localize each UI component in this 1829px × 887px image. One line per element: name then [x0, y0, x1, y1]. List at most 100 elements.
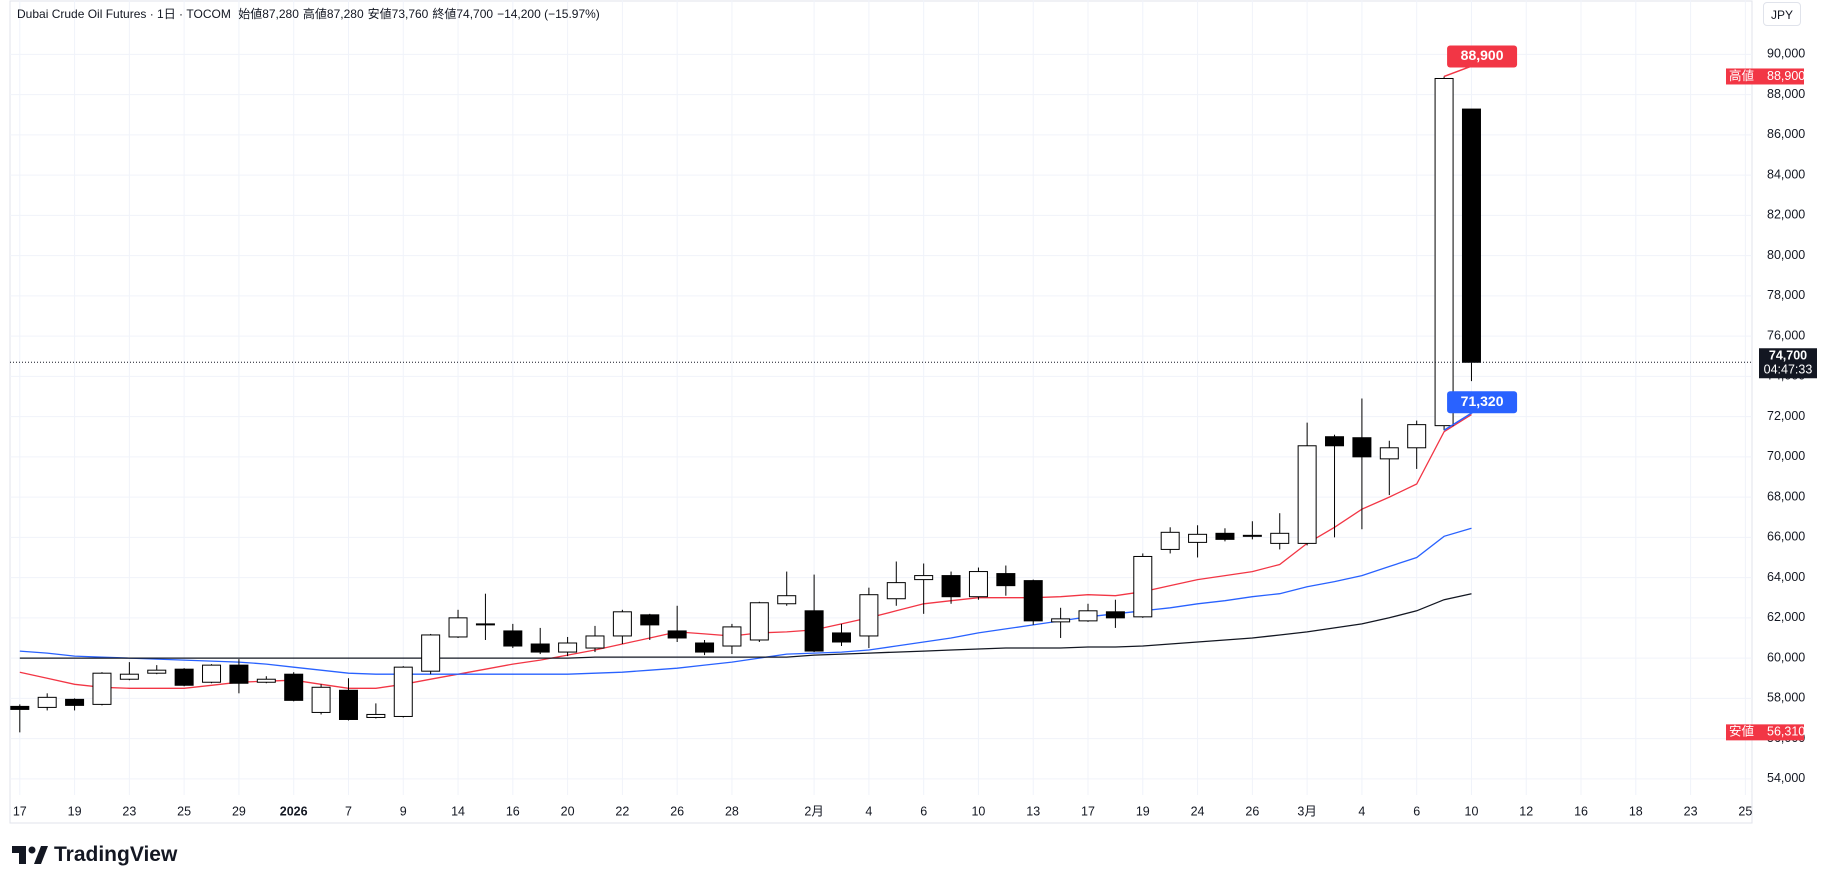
y-tick-label: 82,000 — [1767, 208, 1805, 222]
x-tick-label: 26 — [670, 804, 684, 818]
countdown: 04:47:33 — [1764, 363, 1813, 377]
candle-body — [1352, 437, 1372, 458]
candle-body — [695, 642, 715, 653]
x-tick-label: 17 — [1081, 804, 1095, 818]
candle-body — [749, 602, 769, 641]
candle-body — [996, 573, 1016, 587]
candle-body — [256, 678, 276, 683]
x-tick-label: 6 — [1413, 804, 1420, 818]
x-tick-label: 18 — [1629, 804, 1643, 818]
ma-line — [19, 414, 1472, 689]
chart: 54,00056,00058,00060,00062,00064,00066,0… — [9, 0, 1817, 824]
candle-body — [366, 713, 386, 718]
x-tick-label: 29 — [232, 804, 246, 818]
y-tick-label: 54,000 — [1767, 771, 1805, 785]
ma-line — [19, 527, 1472, 675]
candle-body — [421, 634, 441, 672]
x-tick-label: 10 — [971, 804, 985, 818]
annotation-box — [1447, 391, 1518, 414]
y-tick-label: 76,000 — [1767, 328, 1805, 342]
extreme-value: 88,900 — [1767, 69, 1805, 83]
y-tick-label: 58,000 — [1767, 691, 1805, 705]
ohlc-value: 87,280 — [326, 7, 364, 21]
candle-body — [119, 673, 139, 680]
candle-body — [448, 617, 468, 638]
candle-body — [1215, 532, 1235, 540]
x-tick-label: 6 — [920, 804, 927, 818]
y-tick-label: 88,000 — [1767, 87, 1805, 101]
ohlc-label: 終値 — [432, 7, 457, 21]
x-tick-label: 19 — [68, 804, 82, 818]
candle-body — [558, 642, 578, 653]
annotation-label: 88,900 — [1461, 47, 1504, 63]
brand-name: TradingView — [54, 843, 178, 866]
candle-body — [1379, 447, 1399, 460]
x-tick-label: 4 — [865, 804, 872, 818]
candle-body — [585, 635, 605, 649]
candle-body — [530, 643, 550, 653]
y-tick-label: 64,000 — [1767, 570, 1805, 584]
candle-body — [640, 614, 660, 626]
x-tick-label: 10 — [1465, 804, 1479, 818]
candle-body — [1133, 555, 1153, 618]
x-tick-label: 13 — [1026, 804, 1040, 818]
candle-body — [804, 610, 824, 652]
candle-body — [147, 669, 167, 674]
ohlc-value: 74,700 — [456, 7, 494, 21]
y-tick-label: 78,000 — [1767, 288, 1805, 302]
extreme-name: 安値 — [1729, 724, 1754, 739]
candle-body — [612, 611, 632, 637]
candle-body — [941, 575, 961, 598]
logo-icon — [12, 846, 48, 864]
x-tick-label: 24 — [1191, 804, 1205, 818]
change: −14,200 (−15.97%) — [497, 7, 600, 21]
x-tick-label: 12 — [1519, 804, 1533, 818]
plot-frame — [9, 0, 1753, 824]
candle-body — [722, 626, 742, 647]
currency-button[interactable]: JPY — [1763, 2, 1801, 26]
candle-body — [503, 630, 523, 647]
x-tick-label: 28 — [725, 804, 739, 818]
y-tick-label: 60,000 — [1767, 650, 1805, 664]
candle-body — [1270, 532, 1290, 544]
candle-body — [202, 664, 222, 683]
ma-line — [19, 593, 1472, 659]
ohlc-value: 73,760 — [391, 7, 429, 21]
annotation-pointer — [1443, 409, 1477, 431]
candle-body — [1434, 77, 1454, 427]
y-tick-label: 90,000 — [1767, 47, 1805, 61]
y-tick-label: 80,000 — [1767, 248, 1805, 262]
x-tick-label: 7 — [345, 804, 352, 818]
ohlc-value: 87,280 — [262, 7, 299, 21]
y-tick-label: 68,000 — [1767, 489, 1805, 503]
y-tick-label: 62,000 — [1767, 610, 1805, 624]
x-tick-label: 14 — [451, 804, 465, 818]
extreme-value: 56,310 — [1767, 725, 1805, 739]
symbol-title: Dubai Crude Oil Futures · 1日 · TOCOM — [17, 7, 231, 21]
candle-body — [1105, 611, 1125, 619]
x-tick-label: 23 — [1684, 804, 1698, 818]
extreme-box — [1726, 68, 1804, 85]
x-tick-label: 9 — [400, 804, 407, 818]
annotation-label: 71,320 — [1461, 393, 1504, 409]
ohlc-label: 安値 — [367, 7, 392, 21]
ohlc-label: 高値 — [302, 7, 327, 21]
candle-body — [667, 630, 687, 639]
ohlc-label: 始値 — [238, 7, 263, 21]
x-tick-label: 2026 — [280, 804, 308, 818]
candle-body — [1325, 436, 1345, 447]
x-tick-label: 4 — [1358, 804, 1365, 818]
candle-body — [886, 582, 906, 600]
candle-body — [777, 595, 797, 605]
y-tick-label: 66,000 — [1767, 530, 1805, 544]
candle-body — [1078, 610, 1098, 622]
candle-body — [1242, 534, 1262, 537]
candle-body — [859, 594, 879, 637]
y-tick-label: 70,000 — [1767, 449, 1805, 463]
x-tick-label: 2月 — [804, 804, 823, 818]
candle-body — [92, 672, 112, 705]
candle-body — [1297, 445, 1317, 544]
candle-body — [174, 668, 194, 686]
y-tick-label: 84,000 — [1767, 167, 1805, 181]
